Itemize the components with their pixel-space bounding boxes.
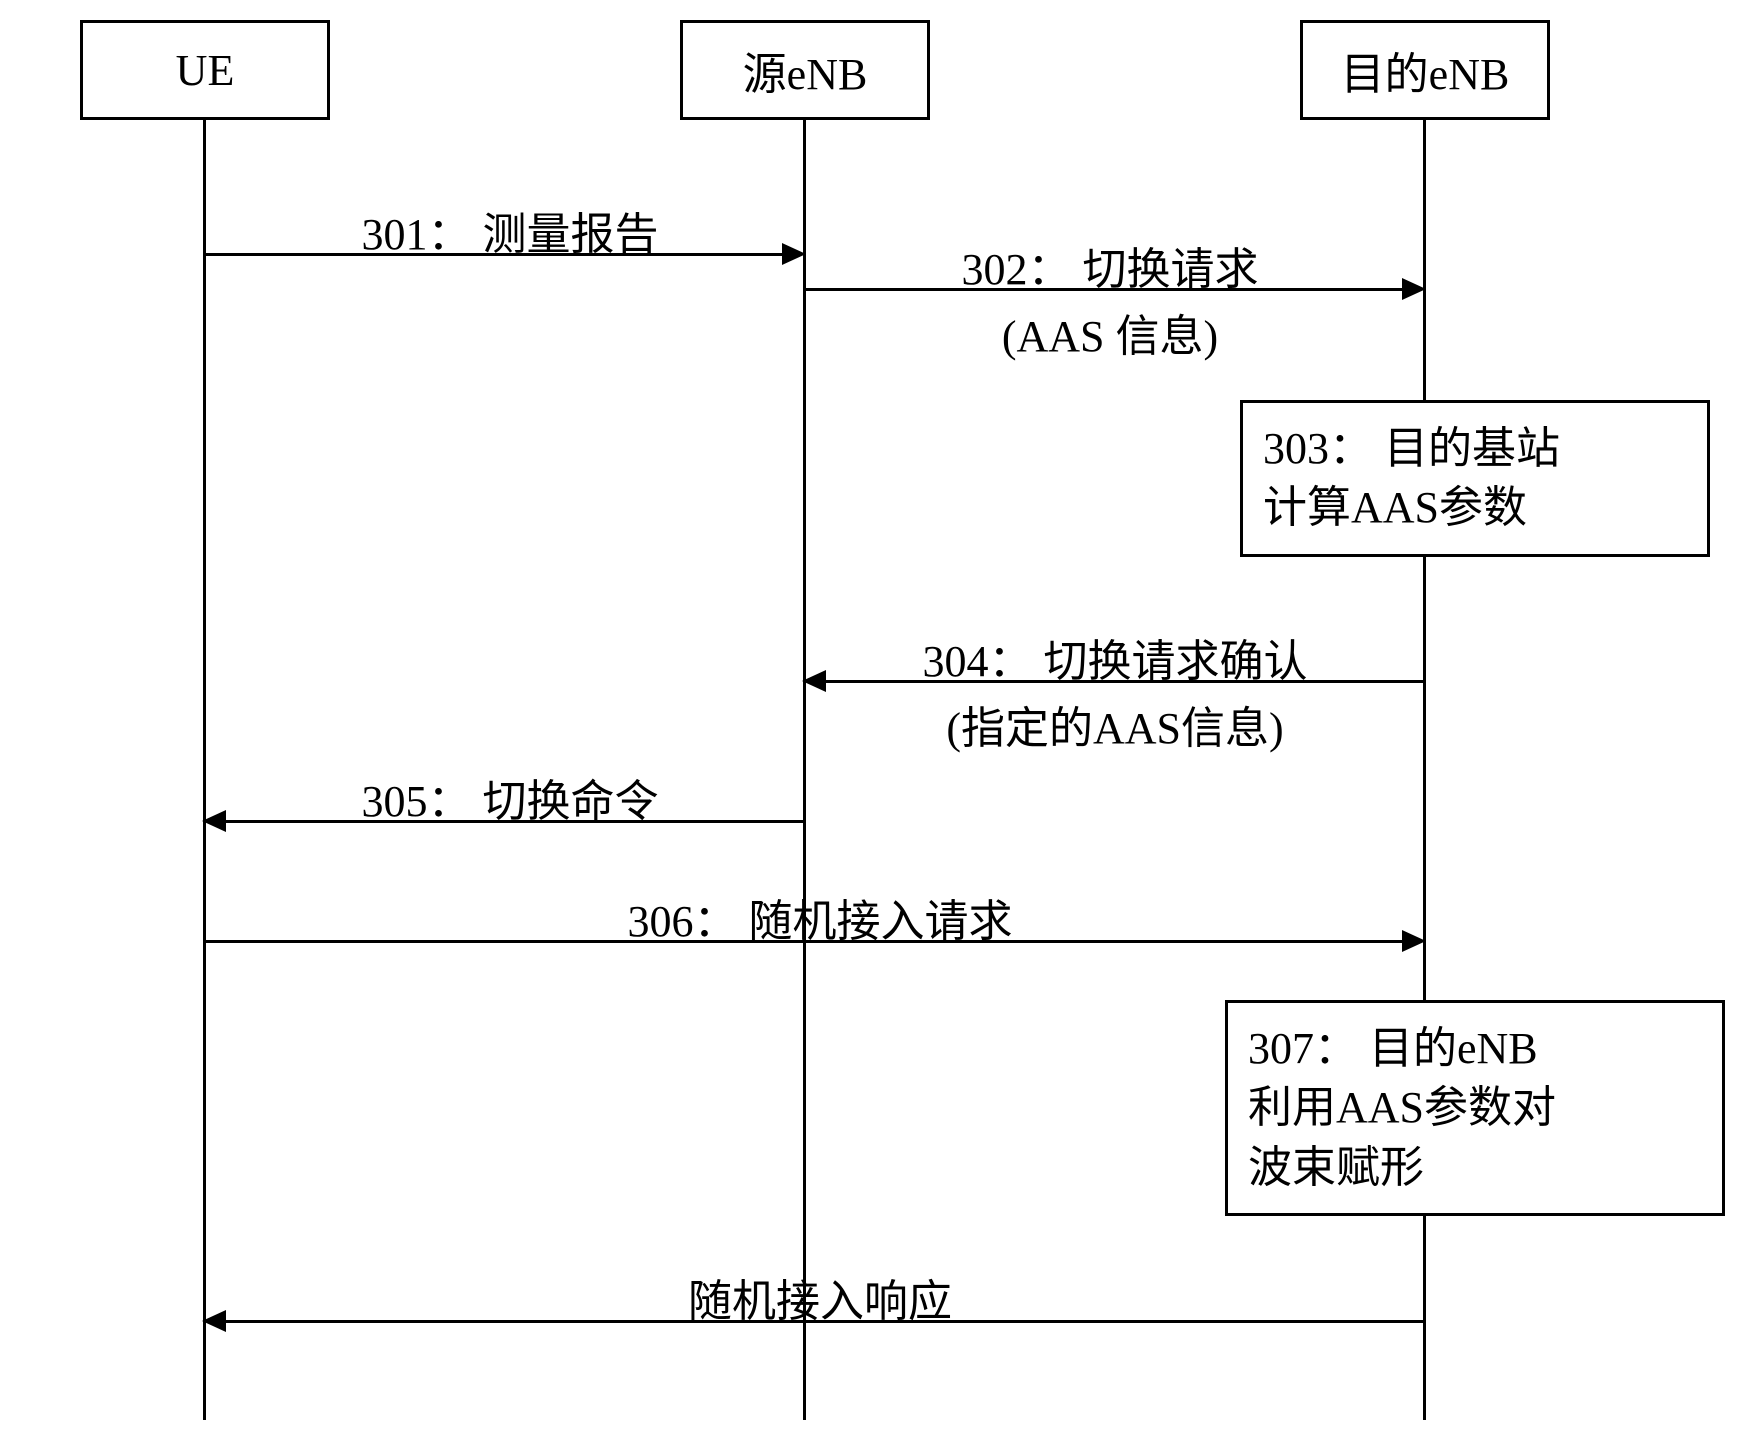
note-303-line1: 303： 目的基站	[1263, 419, 1687, 478]
msg-302-sublabel: (AAS 信息)	[950, 300, 1270, 364]
note-307: 307： 目的eNB 利用AAS参数对 波束赋形	[1225, 1000, 1725, 1216]
msg-rar-arrow	[202, 1310, 226, 1332]
note-303-line2: 计算AAS参数	[1263, 478, 1687, 537]
msg-301-arrow	[782, 243, 806, 265]
msg-305-label: 305： 切换命令	[300, 765, 720, 829]
msg-305-arrow	[202, 810, 226, 832]
note-307-line3: 波束赋形	[1248, 1138, 1702, 1197]
msg-302-arrow	[1402, 278, 1426, 300]
msg-304-label: 304： 切换请求确认	[855, 625, 1375, 689]
msg-306-arrow	[1402, 930, 1426, 952]
msg-304-sublabel: (指定的AAS信息)	[870, 692, 1360, 756]
note-303: 303： 目的基站 计算AAS参数	[1240, 400, 1710, 557]
msg-306-label: 306： 随机接入请求	[560, 885, 1080, 949]
participant-dst-label: 目的eNB	[1341, 38, 1510, 102]
sequence-diagram: UE 源eNB 目的eNB 301： 测量报告 302： 切换请求 (AAS 信…	[0, 0, 1746, 1436]
participant-src-label: 源eNB	[743, 38, 868, 102]
note-307-line1: 307： 目的eNB	[1248, 1019, 1702, 1078]
msg-rar-label: 随机接入响应	[640, 1265, 1000, 1329]
lifeline-ue	[203, 120, 206, 1420]
msg-301-label: 301： 测量报告	[300, 198, 720, 262]
lifeline-dst	[1423, 120, 1426, 1420]
participant-src-enb: 源eNB	[680, 20, 930, 120]
participant-ue: UE	[80, 20, 330, 120]
participant-ue-label: UE	[176, 45, 235, 96]
participant-dst-enb: 目的eNB	[1300, 20, 1550, 120]
msg-304-arrow	[802, 670, 826, 692]
lifeline-src	[803, 120, 806, 1420]
msg-302-label: 302： 切换请求	[890, 233, 1330, 297]
note-307-line2: 利用AAS参数对	[1248, 1078, 1702, 1137]
